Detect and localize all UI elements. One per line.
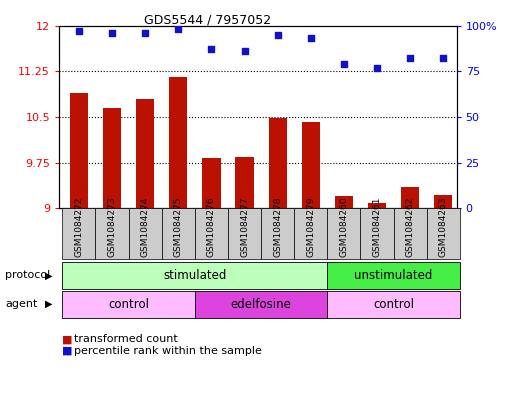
Text: GSM1084275: GSM1084275 — [174, 197, 183, 257]
Point — [307, 35, 315, 42]
Bar — [401, 187, 419, 208]
Text: GSM1084279: GSM1084279 — [306, 197, 315, 257]
Text: agent: agent — [5, 299, 37, 309]
Bar — [136, 99, 154, 208]
Text: GSM1084272: GSM1084272 — [74, 197, 84, 257]
Text: stimulated: stimulated — [163, 269, 227, 282]
Point — [141, 30, 149, 36]
Bar — [368, 204, 386, 208]
Text: protocol: protocol — [5, 270, 50, 281]
Bar — [335, 196, 353, 208]
Text: GSM1084277: GSM1084277 — [240, 197, 249, 257]
Bar — [169, 77, 187, 208]
Point — [108, 30, 116, 36]
Text: GSM1084276: GSM1084276 — [207, 197, 216, 257]
Text: ▶: ▶ — [45, 270, 52, 281]
Point — [174, 26, 182, 32]
Bar — [434, 195, 452, 208]
Point — [439, 55, 447, 62]
Point — [273, 31, 282, 38]
Bar — [70, 92, 88, 208]
Text: GSM1084278: GSM1084278 — [273, 197, 282, 257]
Text: percentile rank within the sample: percentile rank within the sample — [74, 346, 262, 356]
Text: edelfosine: edelfosine — [231, 298, 291, 311]
Text: unstimulated: unstimulated — [354, 269, 433, 282]
Text: control: control — [373, 298, 414, 311]
Bar — [235, 156, 253, 208]
Text: transformed count: transformed count — [74, 334, 178, 344]
Text: GSM1084262: GSM1084262 — [406, 197, 415, 257]
Text: GSM1084273: GSM1084273 — [108, 197, 116, 257]
Point — [241, 48, 249, 54]
Text: ▶: ▶ — [45, 299, 52, 309]
Bar — [202, 158, 221, 208]
Bar — [103, 108, 121, 208]
Point — [373, 64, 381, 71]
Point — [207, 46, 215, 52]
Text: GSM1084263: GSM1084263 — [439, 197, 448, 257]
Text: GSM1084274: GSM1084274 — [141, 197, 150, 257]
Bar — [268, 118, 287, 208]
Text: GDS5544 / 7957052: GDS5544 / 7957052 — [144, 14, 271, 27]
Point — [75, 28, 83, 34]
Text: ■: ■ — [62, 334, 72, 344]
Text: control: control — [108, 298, 149, 311]
Text: GSM1084261: GSM1084261 — [372, 197, 382, 257]
Point — [406, 55, 415, 62]
Point — [340, 61, 348, 67]
Bar — [302, 122, 320, 208]
Text: ■: ■ — [62, 346, 72, 356]
Text: GSM1084260: GSM1084260 — [340, 197, 348, 257]
